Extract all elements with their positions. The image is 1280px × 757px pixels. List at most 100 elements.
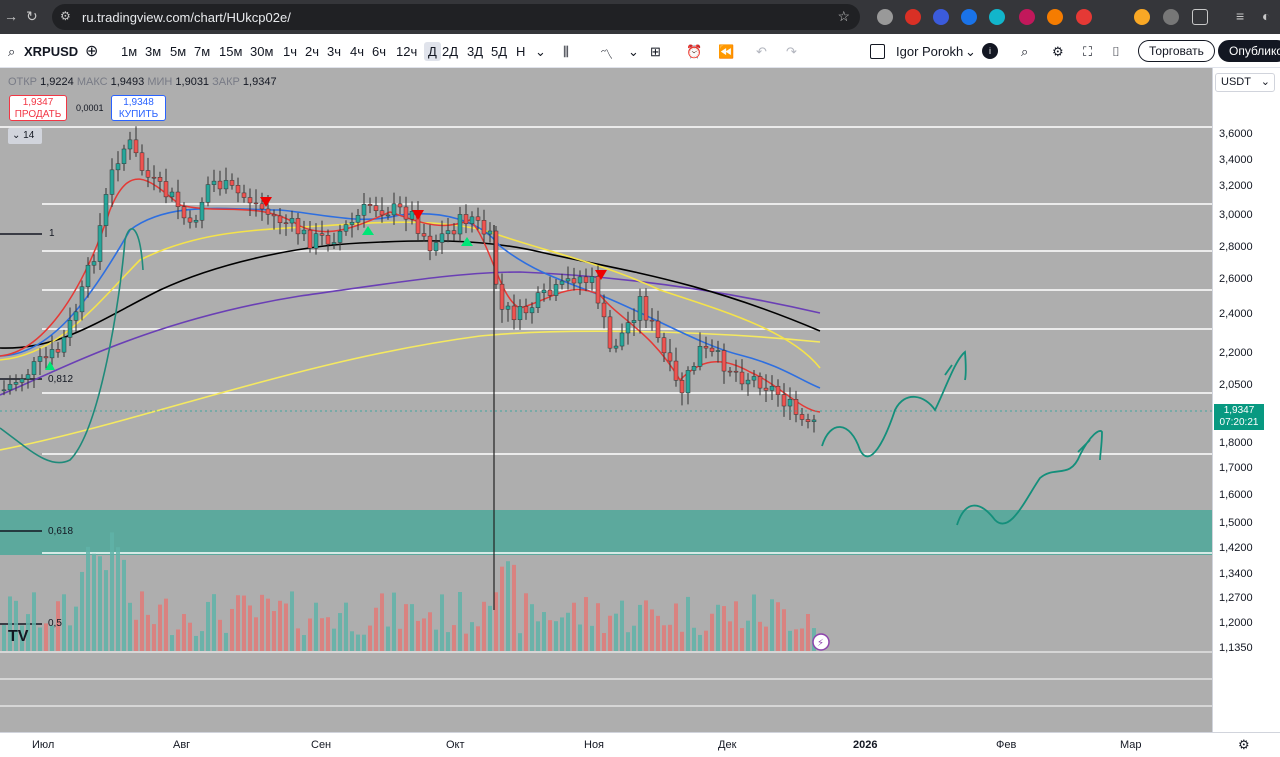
candle-body xyxy=(277,215,283,223)
support-zone[interactable] xyxy=(0,510,1212,555)
volume-bar xyxy=(470,622,474,651)
lightning-icon[interactable] xyxy=(812,633,830,651)
volume-bar xyxy=(254,617,258,651)
volume-bar xyxy=(164,598,168,651)
price-tick-label: 3,0000 xyxy=(1219,209,1253,221)
info-icon[interactable]: i xyxy=(982,43,998,59)
volume-bar xyxy=(242,595,246,651)
trade-button[interactable]: Торговать xyxy=(1138,40,1215,62)
ma-yellow-short[interactable] xyxy=(0,221,821,369)
reading-list-icon[interactable]: ≡ xyxy=(1236,8,1245,24)
replay-icon[interactable]: ⏪ xyxy=(718,44,735,59)
extension-icon[interactable] xyxy=(877,9,893,25)
ma-black[interactable] xyxy=(0,240,821,349)
extensions-puzzle-icon[interactable] xyxy=(1192,9,1208,25)
fullscreen-icon[interactable]: ⛶ xyxy=(1083,44,1093,59)
volume-bar xyxy=(674,603,678,651)
interval-6[interactable]: 1ч xyxy=(283,44,298,59)
user-name[interactable]: Igor Porokh xyxy=(896,44,964,59)
interval-9[interactable]: 4ч xyxy=(350,44,365,59)
time-tick-label: Сен xyxy=(311,739,332,751)
volume-bar xyxy=(86,546,90,651)
settings-gear-icon[interactable]: ⚙ xyxy=(1238,737,1250,752)
ma-purple[interactable] xyxy=(0,271,821,396)
ma-yellow-long[interactable] xyxy=(0,330,821,451)
extension-icon[interactable] xyxy=(933,9,949,25)
volume-bar xyxy=(260,594,264,651)
extension-icon[interactable] xyxy=(1047,9,1063,25)
volume-bar xyxy=(440,594,444,651)
reload-icon[interactable]: ↻ xyxy=(26,8,38,24)
buy-button[interactable]: 1,9348 КУПИТЬ xyxy=(111,95,166,121)
alert-icon[interactable]: ⏰ xyxy=(686,44,703,59)
horizontal-levels[interactable] xyxy=(0,126,1212,554)
extension-icon[interactable] xyxy=(989,9,1005,25)
ma-blue[interactable] xyxy=(0,207,821,389)
interval-5[interactable]: 30м xyxy=(250,44,274,59)
interval-4[interactable]: 15м xyxy=(219,44,243,59)
compare-plus-icon[interactable]: ⊕ xyxy=(85,43,99,60)
interval-0[interactable]: 1м xyxy=(121,44,138,59)
layout-checkbox-icon[interactable] xyxy=(870,44,885,59)
profile-icon[interactable]: ◐ xyxy=(1262,8,1271,24)
site-info-icon[interactable]: ⚙ xyxy=(60,9,71,23)
interval-14[interactable]: 3Д xyxy=(467,44,484,59)
drawing-projection-1[interactable] xyxy=(821,350,967,458)
interval-12[interactable]: Д xyxy=(424,42,441,61)
extension-icon[interactable] xyxy=(905,9,921,25)
undo-icon[interactable]: ↶ xyxy=(756,44,767,59)
adblock-icon[interactable] xyxy=(1076,9,1092,25)
time-scale[interactable]: Июл Авг Сен Окт Ноя Дек 2026 Фев Мар ⚙ xyxy=(0,732,1280,757)
candles[interactable] xyxy=(1,126,817,433)
volume-bar xyxy=(50,625,54,651)
interval-2[interactable]: 5м xyxy=(170,44,187,59)
chart-pane[interactable] xyxy=(0,68,1212,732)
volume-bar xyxy=(344,602,348,651)
tradingview-logo-icon[interactable]: TV xyxy=(8,628,29,645)
extension-icon[interactable] xyxy=(961,9,977,25)
bookmark-star-icon[interactable]: ☆ xyxy=(837,8,850,24)
chevron-down-icon[interactable]: ⌄ xyxy=(535,44,546,59)
address-bar[interactable]: ⚙ ru.tradingview.com/chart/HUkcp02e/ ☆ xyxy=(52,4,860,30)
interval-10[interactable]: 6ч xyxy=(372,44,387,59)
oscillator-line[interactable] xyxy=(0,228,144,464)
extension-icon[interactable] xyxy=(1163,9,1179,25)
redo-icon[interactable]: ↷ xyxy=(786,44,797,59)
drawing-projection-2[interactable] xyxy=(956,430,1103,526)
price-scale[interactable]: 3,6000 3,4000 3,2000 3,0000 2,8000 2,6000 2,40… xyxy=(1212,68,1280,732)
back-icon[interactable]: → xyxy=(4,8,18,24)
candles-icon[interactable]: ⫼ xyxy=(563,44,569,59)
interval-13[interactable]: 2Д xyxy=(442,44,459,59)
quick-search-icon[interactable]: ⌕ xyxy=(1021,44,1029,59)
volume-bar xyxy=(80,571,84,651)
interval-1[interactable]: 3м xyxy=(145,44,162,59)
volume-bar xyxy=(38,627,42,651)
interval-15[interactable]: 5Д xyxy=(491,44,508,59)
candle-body xyxy=(547,289,553,296)
symbol-name[interactable]: XRPUSD xyxy=(24,44,79,59)
indicators-icon[interactable]: 〽 xyxy=(600,47,614,62)
interval-7[interactable]: 2ч xyxy=(305,44,320,59)
interval-11[interactable]: 12ч xyxy=(396,44,418,59)
candle-body xyxy=(715,350,721,352)
currency-select[interactable]: USDT ⌄ xyxy=(1215,73,1275,92)
volume-bar xyxy=(320,618,324,651)
volume-bar xyxy=(416,620,420,651)
indicators-collapse-button[interactable]: ⌄ 14 xyxy=(8,128,42,144)
sell-button[interactable]: 1,9347 ПРОДАТЬ xyxy=(9,95,67,121)
layouts-icon[interactable]: ⊞ xyxy=(650,44,661,59)
snapshot-camera-icon[interactable]: ⌷ xyxy=(1112,44,1120,59)
interval-8[interactable]: 3ч xyxy=(327,44,342,59)
extension-icon[interactable] xyxy=(1019,9,1035,25)
symbol-search-icon[interactable]: ⌕ xyxy=(8,44,16,59)
publish-button[interactable]: Опублико xyxy=(1218,40,1280,62)
candle-body xyxy=(529,307,535,314)
interval-16[interactable]: Н xyxy=(516,44,526,59)
extension-icon[interactable] xyxy=(1134,9,1150,25)
chevron-down-icon[interactable]: ⌄ xyxy=(628,44,639,59)
chevron-down-icon[interactable]: ⌄ xyxy=(965,44,976,59)
interval-3[interactable]: 7м xyxy=(194,44,211,59)
settings-gear-icon[interactable]: ⚙ xyxy=(1052,44,1064,59)
price-tick-label: 2,2000 xyxy=(1219,347,1253,359)
